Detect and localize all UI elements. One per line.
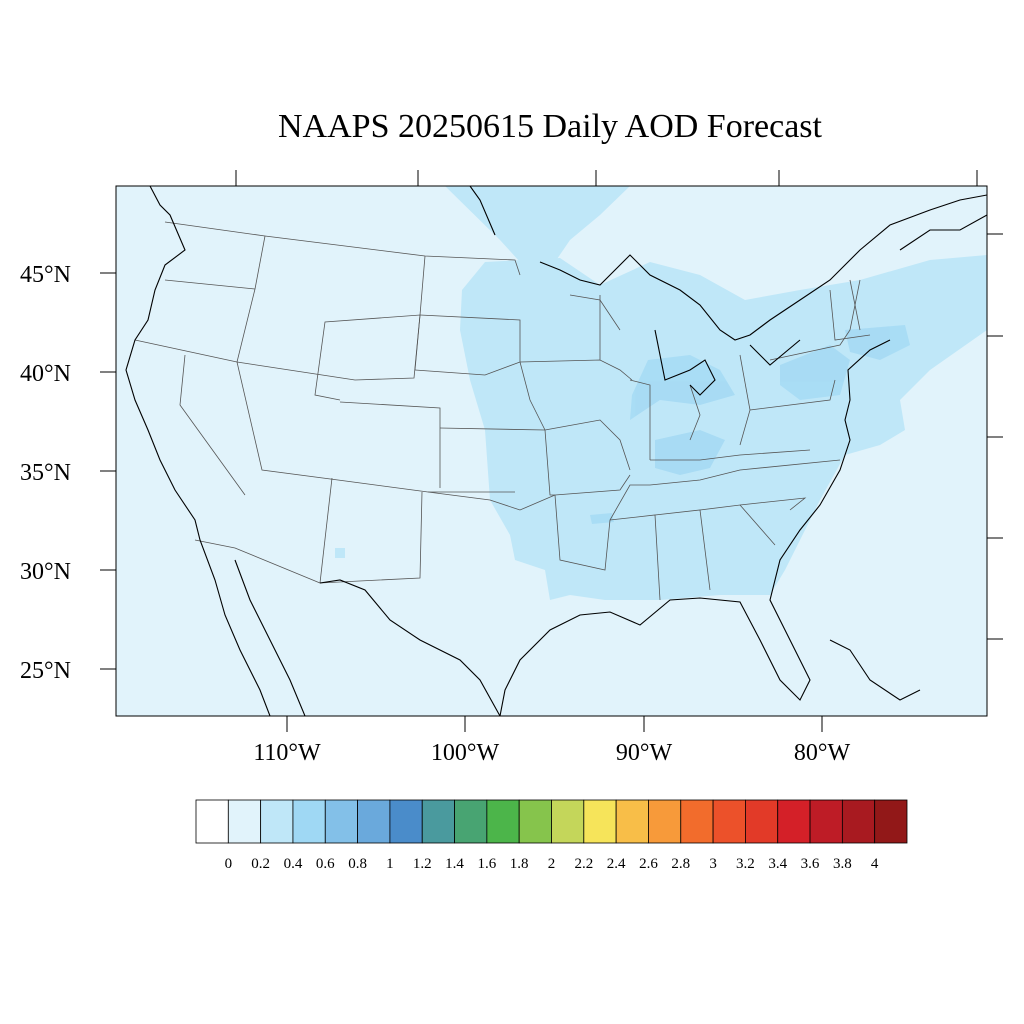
colorbar-box [648,799,682,844]
lat-label-25: 25°N [20,658,71,684]
colorbar-box [583,799,617,844]
lon-label-80: 80°W [794,740,851,766]
lat-label-45: 45°N [20,262,71,288]
colorbar-box [809,799,843,844]
colorbar-label: 1.4 [445,856,464,872]
colorbar-label: 0.4 [284,856,303,872]
colorbar-label: 2.8 [671,856,690,872]
colorbar-box [195,799,229,844]
lat-label-35: 35°N [20,460,71,486]
colorbar-label: 3.2 [736,856,755,872]
colorbar-box [389,799,423,844]
colorbar-label: 1 [386,856,394,872]
state-boundaries [134,221,871,601]
colorbar [195,799,908,844]
colorbar-box [712,799,746,844]
map-title: NAAPS 20250615 Daily AOD Forecast [278,108,822,145]
lat-label-30: 30°N [20,559,71,585]
colorbar-label: 2.4 [607,856,626,872]
colorbar-box [615,799,649,844]
colorbar-label: 3.4 [768,856,787,872]
axis-ticks [100,170,1003,732]
colorbar-box [518,799,552,844]
aod-plume-0.4-0.6 [590,325,910,524]
colorbar-box [227,799,262,844]
map-frame [115,185,988,717]
colorbar-label: 2 [548,856,556,872]
colorbar-label: 3.6 [801,856,820,872]
lon-label-100: 100°W [431,740,500,766]
colorbar-label: 3.8 [833,856,852,872]
colorbar-box [745,799,779,844]
colorbar-labels: 0 0.2 0.4 0.6 0.8 1 1.2 1.4 1.6 1.8 2 2.2 2.4 2.6 2.8 3… [225,856,879,872]
colorbar-label: 0.6 [316,856,335,872]
colorbar-box [486,799,520,844]
colorbar-label: 2.6 [639,856,658,872]
colorbar-label: 0.8 [348,856,367,872]
colorbar-label: 0.2 [251,856,270,872]
colorbar-label: 0 [225,856,233,872]
lon-label-110: 110°W [253,740,321,766]
colorbar-box [874,799,908,844]
colorbar-label: 3 [709,856,717,872]
aod-map [116,186,987,716]
colorbar-box [357,799,391,844]
colorbar-box [841,799,876,844]
colorbar-box [551,799,585,844]
colorbar-box [260,799,294,844]
colorbar-box [680,799,714,844]
lon-label-90: 90°W [616,740,673,766]
colorbar-label: 4 [871,856,879,872]
colorbar-box [421,799,455,844]
colorbar-box [324,799,358,844]
lat-label-40: 40°N [20,361,71,387]
coastline [125,186,987,716]
colorbar-box [454,799,488,844]
colorbar-label: 1.8 [510,856,529,872]
colorbar-label: 1.6 [477,856,496,872]
colorbar-box [292,799,326,844]
colorbar-box [777,799,811,844]
colorbar-label: 1.2 [413,856,432,872]
colorbar-label: 2.2 [574,856,593,872]
